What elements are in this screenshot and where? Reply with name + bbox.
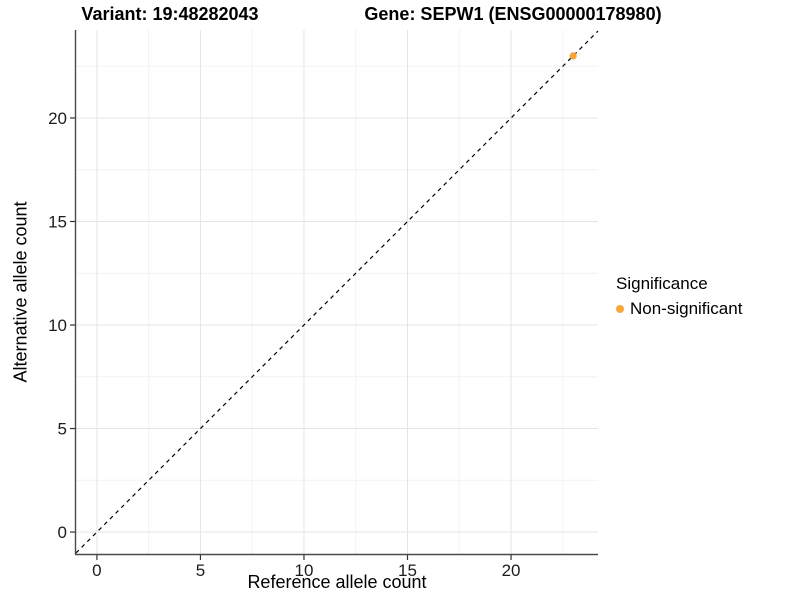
x-tick-label: 15 <box>398 561 417 580</box>
y-tick-label: 5 <box>58 420 67 439</box>
legend-item-label: Non-significant <box>630 299 743 318</box>
y-tick-label: 0 <box>58 523 67 542</box>
legend-point-icon <box>616 305 624 313</box>
x-axis-ticks: 0 5 10 15 20 <box>92 555 520 580</box>
identity-dashed-line <box>75 30 599 554</box>
x-axis-title: Reference allele count <box>247 572 427 592</box>
y-tick-label: 10 <box>48 316 67 335</box>
variant-title: Variant: 19:48282043 <box>81 4 259 24</box>
y-tick-label: 20 <box>48 109 67 128</box>
y-axis-title: Alternative allele count <box>10 201 31 383</box>
x-tick-label: 20 <box>502 561 521 580</box>
y-tick-label: 15 <box>48 213 67 232</box>
legend-title: Significance <box>616 274 708 293</box>
legend-item: Non-significant <box>616 299 742 319</box>
grid-major <box>76 30 598 554</box>
x-tick-label: 0 <box>92 561 101 580</box>
gene-title: Gene: SEPW1 (ENSG00000178980) <box>364 4 662 24</box>
data-points <box>569 52 577 60</box>
y-axis-ticks: 0 5 10 15 20 <box>48 109 75 542</box>
axis-lines <box>74 30 598 556</box>
data-point <box>569 52 577 60</box>
x-tick-label: 5 <box>196 561 205 580</box>
x-tick-label: 10 <box>295 561 314 580</box>
legend: Significance Non-significant <box>616 274 742 319</box>
